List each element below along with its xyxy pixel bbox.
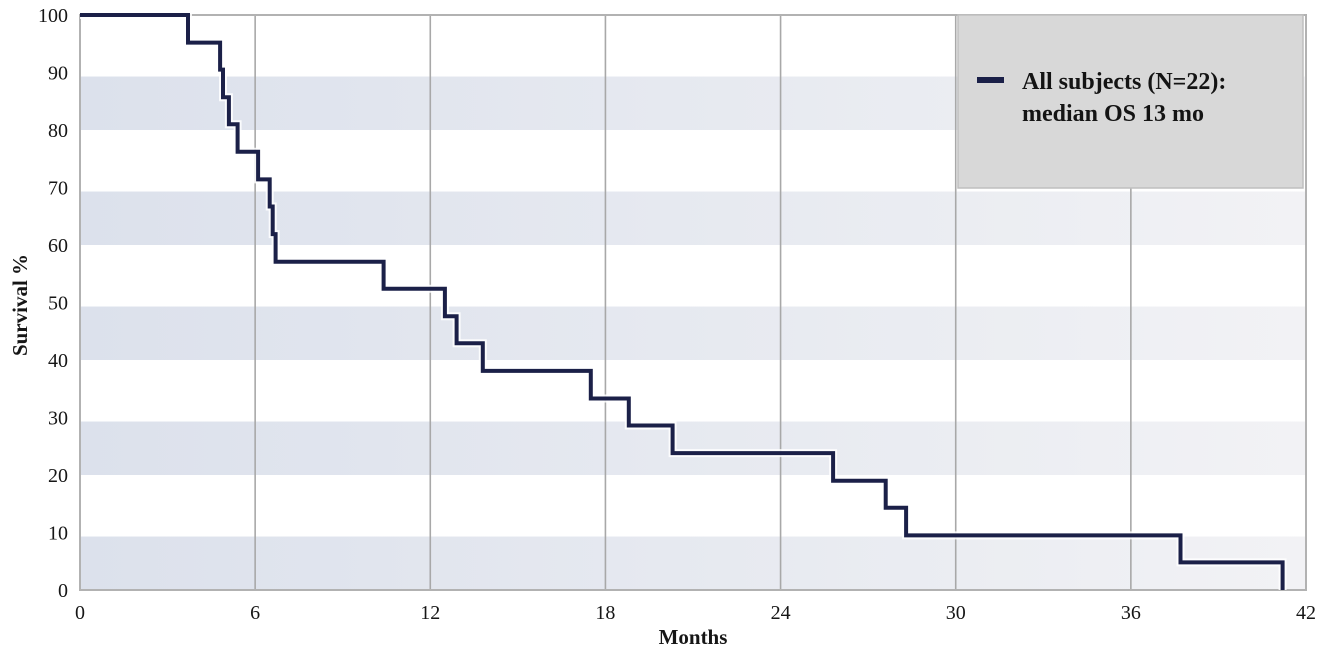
x-tick-label: 18 (595, 602, 615, 624)
y-tick-label: 60 (48, 235, 68, 257)
x-tick-label: 42 (1296, 602, 1316, 624)
y-tick-label: 50 (48, 293, 68, 315)
x-tick-label: 0 (75, 602, 85, 624)
x-axis-title: Months (659, 625, 728, 649)
x-tick-label: 30 (946, 602, 966, 624)
legend: All subjects (N=22): median OS 13 mo (957, 14, 1304, 189)
x-axis-tick-labels: 0 6 12 18 24 30 36 42 (75, 602, 1316, 624)
legend-label-line1: All subjects (N=22): (1022, 69, 1226, 95)
plot-frame (79, 14, 1307, 591)
y-tick-label: 10 (48, 523, 68, 545)
y-tick-label: 30 (48, 408, 68, 430)
band-stripe (81, 536, 1305, 590)
y-tick-label: 100 (38, 5, 68, 27)
y-tick-label: 80 (48, 120, 68, 142)
y-tick-label: 70 (48, 178, 68, 200)
y-axis-tick-labels: 0 10 20 30 40 50 60 70 80 90 100 (38, 5, 68, 602)
survival-curve (80, 13, 1285, 590)
band-stripe (81, 421, 1305, 475)
legend-box (957, 14, 1304, 189)
x-tick-label: 24 (771, 602, 791, 624)
y-tick-label: 0 (58, 580, 68, 602)
y-axis-title: Survival % (8, 254, 32, 356)
band-stripe (81, 191, 1305, 245)
y-tick-label: 90 (48, 63, 68, 85)
y-tick-label: 20 (48, 465, 68, 487)
band-stripe (81, 306, 1305, 360)
background-bands (81, 76, 1305, 590)
legend-label-line2: median OS 13 mo (1022, 101, 1204, 127)
x-tick-label: 12 (420, 602, 440, 624)
y-tick-label: 40 (48, 350, 68, 372)
x-tick-label: 36 (1121, 602, 1141, 624)
x-tick-label: 6 (250, 602, 260, 624)
